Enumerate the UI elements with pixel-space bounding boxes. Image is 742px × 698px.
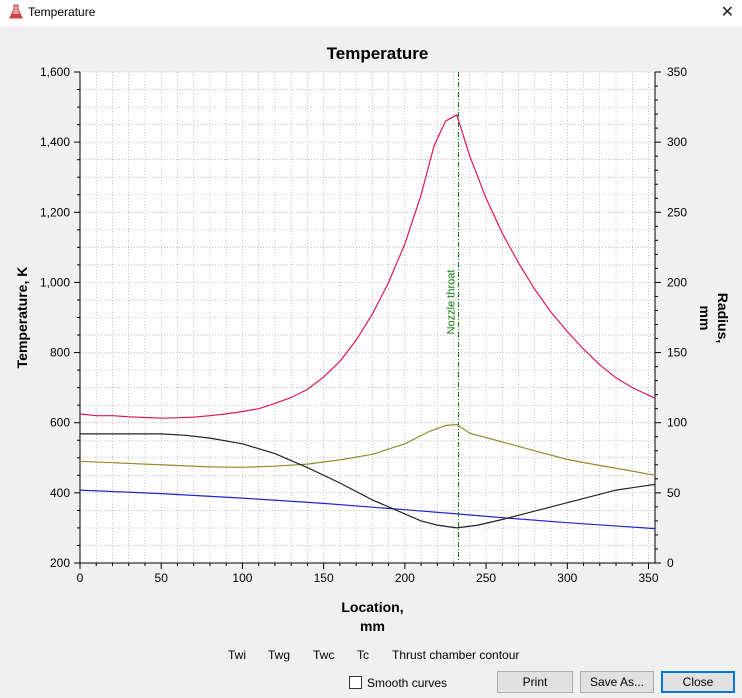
series-twg-line: [79, 423, 656, 476]
y2-axis-unit: mm: [697, 306, 713, 331]
x-axis-label: Location,: [341, 599, 403, 615]
app-flask-icon: [9, 4, 23, 19]
y-tick-label: 1,400: [40, 135, 70, 149]
series-twi-line: [79, 113, 656, 419]
smooth-curves-label: Smooth curves: [367, 676, 448, 690]
legend-twc[interactable]: Twc: [313, 648, 335, 662]
smooth-curves-option[interactable]: Smooth curves: [349, 676, 447, 690]
print-button[interactable]: Print: [497, 671, 573, 693]
x-tick-label: 150: [314, 571, 334, 585]
close-icon[interactable]: ✕: [720, 4, 734, 21]
x-tick-label: 350: [638, 571, 658, 585]
y-tick-label: 400: [50, 486, 70, 500]
y-tick-label: 1,600: [40, 65, 70, 79]
close-button[interactable]: Close: [661, 671, 735, 693]
x-tick-label: 250: [476, 571, 496, 585]
y2-tick-label: 50: [667, 486, 681, 500]
y2-axis-label: Radius,: [715, 293, 731, 344]
window-title: Temperature: [28, 5, 96, 19]
y-tick-label: 600: [50, 416, 70, 430]
plot-background: [80, 72, 655, 563]
series-twc-line: [79, 489, 656, 530]
y-axis-label: Temperature, K: [14, 267, 30, 369]
legend-contour[interactable]: Thrust chamber contour: [392, 648, 520, 662]
smooth-curves-checkbox[interactable]: [349, 676, 362, 689]
y-tick-label: 1,200: [40, 205, 70, 219]
y2-tick-label: 300: [667, 135, 687, 149]
x-tick-label: 300: [557, 571, 577, 585]
y2-tick-label: 200: [667, 275, 687, 289]
x-tick-label: 100: [232, 571, 252, 585]
y-tick-label: 800: [50, 346, 70, 360]
x-axis-unit: mm: [360, 618, 385, 634]
legend-twi[interactable]: Twi: [228, 648, 246, 662]
nozzle-throat-label: Nozzle throat: [445, 270, 457, 335]
legend-twg[interactable]: Twg: [268, 648, 291, 662]
chart-svg: Temperature 0 50 100 150 200 250 300 350 200 400 60…: [14, 44, 731, 634]
series-tc-line: [80, 433, 656, 529]
x-tick-label: 50: [155, 571, 169, 585]
x-tick-label: 200: [395, 571, 415, 585]
temperature-chart: Temperature 0 50 100 150 200 250 300 350 200 400 60…: [0, 26, 742, 666]
title-bar: Temperature ✕: [0, 0, 742, 26]
legend-tc[interactable]: Tc: [357, 648, 369, 662]
y-tick-label: 1,000: [40, 275, 70, 289]
y-tick-label: 200: [50, 556, 70, 570]
y2-tick-label: 350: [667, 65, 687, 79]
y2-tick-label: 150: [667, 346, 687, 360]
save-as-button[interactable]: Save As...: [580, 671, 654, 693]
chart-title: Temperature: [327, 44, 429, 63]
x-tick-label: 0: [77, 571, 84, 585]
y2-tick-label: 100: [667, 416, 687, 430]
y2-tick-label: 0: [667, 556, 674, 570]
y2-tick-label: 250: [667, 205, 687, 219]
